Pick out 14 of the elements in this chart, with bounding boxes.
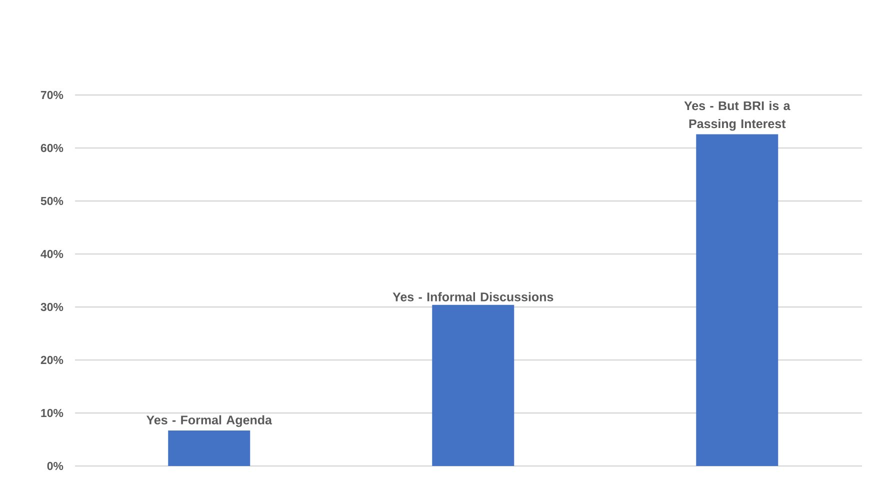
y-tick-label: 40% <box>40 250 64 258</box>
y-tick-label: 60% <box>40 144 64 152</box>
x-tick-label: Yes - Formal Agenda <box>146 415 272 427</box>
y-tick-label: 20% <box>40 356 64 364</box>
x-tick-label: Yes - Informal Discussions <box>392 292 554 302</box>
bar <box>696 134 778 466</box>
bar <box>432 304 514 466</box>
y-tick-label: 30% <box>40 302 64 312</box>
y-tick-label: 70% <box>40 90 64 100</box>
y-tick-label: 10% <box>41 408 64 418</box>
y-tick-label: 50% <box>40 196 64 206</box>
bar <box>168 430 250 466</box>
y-tick-label: 0% <box>47 462 64 470</box>
x-tick-label: Yes - But BRI is a Passing Interest <box>684 100 790 131</box>
